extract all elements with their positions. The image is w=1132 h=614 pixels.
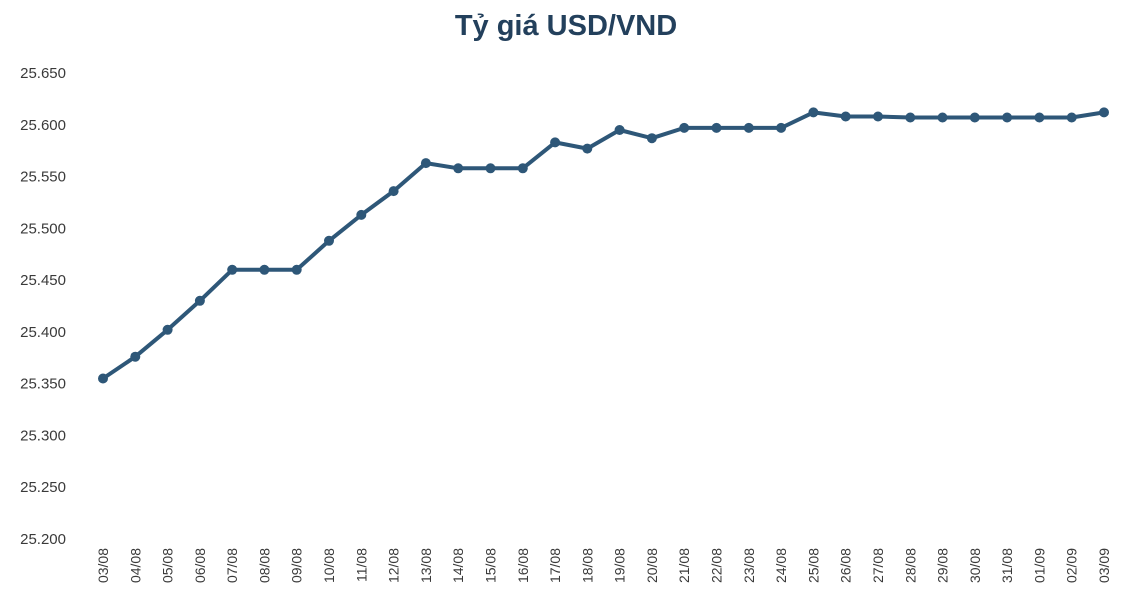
x-tick-label: 26/08: [838, 548, 854, 583]
x-tick-label: 14/08: [450, 548, 466, 583]
x-tick-label: 28/08: [902, 548, 918, 583]
data-point: [969, 112, 980, 123]
x-tick-label: 09/08: [289, 548, 305, 583]
x-tick-label: 07/08: [224, 548, 240, 583]
x-tick-label: 05/08: [160, 548, 176, 583]
x-tick-label: 03/08: [95, 548, 111, 583]
y-tick-label: 25.500: [20, 220, 66, 237]
x-tick-label: 29/08: [935, 548, 951, 583]
x-tick-label: 30/08: [967, 548, 983, 583]
y-axis: 25.200 25.250 25.300 25.350 25.400 25.450 25.5…: [20, 65, 66, 548]
data-point: [679, 122, 690, 133]
data-point: [420, 158, 431, 169]
x-tick-label: 23/08: [741, 548, 757, 583]
data-point: [550, 137, 561, 148]
x-tick-label: 27/08: [870, 548, 886, 583]
data-point: [614, 125, 625, 135]
data-point: [324, 235, 334, 246]
x-tick-label: 22/08: [709, 548, 725, 583]
data-point: [1099, 107, 1109, 118]
x-tick-label: 15/08: [482, 548, 498, 583]
data-point: [98, 373, 108, 384]
data-point: [356, 209, 367, 220]
data-point: [743, 122, 754, 133]
data-point: [388, 186, 399, 197]
y-tick-label: 25.550: [20, 169, 66, 186]
y-tick-label: 25.300: [20, 427, 66, 444]
y-tick-label: 25.200: [20, 531, 66, 548]
data-point: [1066, 112, 1077, 123]
data-point: [485, 163, 496, 174]
data-point: [259, 264, 270, 275]
data-point: [582, 143, 593, 154]
x-tick-label: 06/08: [192, 548, 208, 583]
data-point: [130, 351, 141, 362]
data-point: [227, 264, 238, 275]
data-point: [840, 111, 851, 122]
data-point: [711, 122, 722, 133]
x-tick-label: 04/08: [127, 548, 143, 583]
x-tick-label: 08/08: [256, 548, 272, 583]
x-tick-label: 17/08: [547, 548, 563, 583]
data-point: [1002, 112, 1013, 123]
plot-area: [98, 107, 1109, 384]
x-tick-label: 18/08: [579, 548, 595, 583]
data-point: [905, 112, 916, 123]
chart-title: Tỷ giá USD/VND: [454, 10, 678, 42]
x-tick-label: 03/09: [1096, 548, 1112, 583]
y-tick-label: 25.650: [20, 65, 66, 82]
x-tick-label: 20/08: [644, 548, 660, 583]
x-axis: 03/08 04/08 05/08 06/08 07/08 08/08 09/08 10/08…: [95, 548, 1112, 583]
x-tick-label: 31/08: [999, 548, 1015, 583]
data-point: [291, 264, 302, 275]
x-tick-label: 01/09: [1031, 548, 1047, 583]
x-tick-label: 11/08: [353, 548, 369, 582]
x-tick-label: 24/08: [773, 548, 789, 583]
y-tick-label: 25.250: [20, 479, 66, 496]
x-tick-label: 10/08: [321, 548, 337, 583]
data-point: [1034, 112, 1045, 123]
y-tick-label: 25.450: [20, 272, 66, 289]
data-point: [453, 163, 464, 174]
data-point: [937, 112, 948, 123]
data-point: [873, 111, 883, 122]
y-tick-label: 25.350: [20, 376, 66, 393]
y-tick-label: 25.600: [20, 117, 66, 134]
series-line: [101, 110, 1106, 381]
y-tick-label: 25.400: [20, 324, 66, 341]
data-point: [162, 324, 173, 335]
data-point: [517, 163, 528, 174]
x-tick-label: 19/08: [612, 548, 628, 583]
x-tick-label: 25/08: [805, 548, 821, 583]
x-tick-label: 02/09: [1064, 548, 1080, 583]
data-point: [808, 107, 819, 118]
x-tick-label: 12/08: [386, 548, 402, 583]
x-tick-label: 13/08: [418, 548, 434, 583]
x-tick-label: 21/08: [676, 548, 692, 583]
data-point: [646, 133, 657, 144]
data-point: [776, 122, 787, 133]
x-tick-label: 16/08: [515, 548, 531, 583]
data-point: [194, 295, 205, 306]
